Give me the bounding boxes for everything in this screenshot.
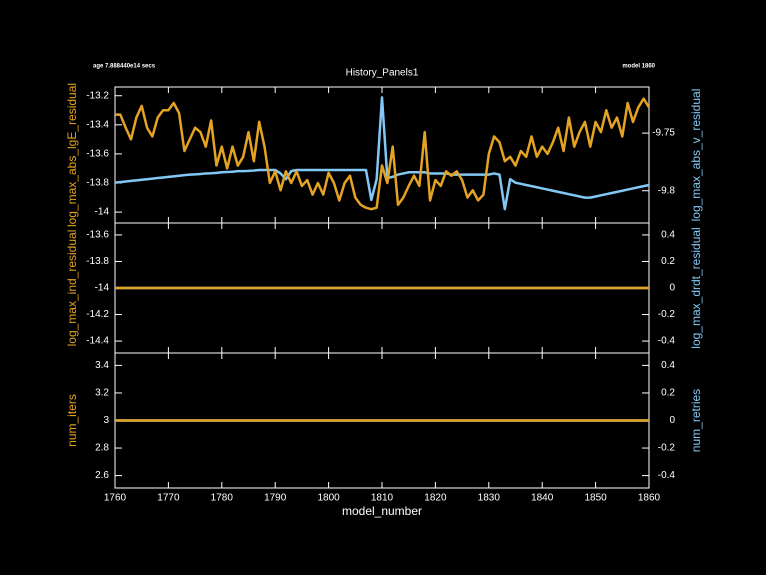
y2-tick-label: 0 <box>669 415 675 426</box>
x-tick-label: 1770 <box>157 493 180 504</box>
x-tick-label: 1780 <box>211 493 234 504</box>
chart-title: History_Panels1 <box>346 68 419 79</box>
x-tick-label: 1790 <box>264 493 287 504</box>
y-tick-label: -13.2 <box>86 90 109 101</box>
y2-tick-label: 0.2 <box>661 388 675 399</box>
x-tick-label: 1860 <box>638 493 661 504</box>
y-tick-label: 3 <box>103 415 109 426</box>
y-tick-label: 2.6 <box>95 470 109 481</box>
y2-tick-label: -0.4 <box>658 470 676 481</box>
y-tick-label: 2.8 <box>95 443 109 454</box>
y2-tick-label: -9.8 <box>658 185 676 196</box>
series-line <box>115 97 651 211</box>
y-axis-label: log_max_ind_residual <box>65 230 79 347</box>
model-label: model 1860 <box>622 64 655 70</box>
x-tick-label: 1820 <box>424 493 447 504</box>
y2-tick-label: -9.75 <box>652 128 675 139</box>
y2-tick-label: 0.4 <box>661 230 675 241</box>
x-tick-label: 1760 <box>104 493 127 504</box>
y2-axis-label: log_max_drdt_residual <box>689 227 703 348</box>
y-tick-label: -14 <box>95 283 110 294</box>
y2-tick-label: -0.2 <box>658 443 676 454</box>
y-tick-label: -13.4 <box>86 119 109 130</box>
x-tick-label: 1850 <box>584 493 607 504</box>
x-axis-label: model_number <box>342 504 422 518</box>
x-tick-label: 1800 <box>317 493 340 504</box>
series-line <box>114 96 650 211</box>
x-tick-label: 1840 <box>531 493 554 504</box>
y-axis-label: num_iters <box>65 394 79 447</box>
y2-axis-label: log_max_abs_v_residual <box>689 89 703 222</box>
x-tick-label: 1810 <box>371 493 394 504</box>
y2-tick-label: 0.4 <box>661 360 675 371</box>
y-tick-label: -13.6 <box>86 149 109 160</box>
y2-tick-label: -0.4 <box>658 336 676 347</box>
y-axis-label: log_max_abs_lgE_residual <box>65 83 79 227</box>
y2-tick-label: -0.2 <box>658 309 676 320</box>
y-tick-label: -14.4 <box>86 336 109 347</box>
x-tick-label: 1830 <box>478 493 501 504</box>
y2-tick-label: 0.2 <box>661 256 675 267</box>
y-tick-label: -14 <box>95 207 110 218</box>
y-tick-label: -13.8 <box>86 256 109 267</box>
y2-axis-label: num_retries <box>689 389 703 452</box>
age-label: age 7.888440e14 secs <box>93 64 156 70</box>
y-tick-label: -14.2 <box>86 309 109 320</box>
y-tick-label: -13.8 <box>86 178 109 189</box>
y-tick-label: -13.6 <box>86 230 109 241</box>
y2-tick-label: 0 <box>669 283 675 294</box>
y-tick-label: 3.4 <box>95 360 109 371</box>
y-tick-label: 3.2 <box>95 388 109 399</box>
